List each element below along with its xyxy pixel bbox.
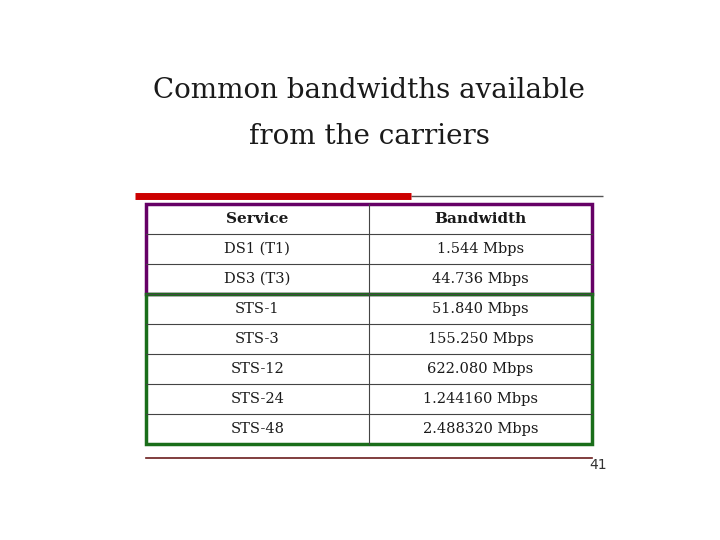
Text: STS-1: STS-1 bbox=[235, 302, 279, 316]
Text: 155.250 Mbps: 155.250 Mbps bbox=[428, 332, 534, 346]
Text: from the carriers: from the carriers bbox=[248, 123, 490, 150]
Text: Bandwidth: Bandwidth bbox=[434, 212, 527, 226]
Text: 41: 41 bbox=[589, 458, 606, 472]
Text: STS-12: STS-12 bbox=[230, 362, 284, 376]
Text: 1.544 Mbps: 1.544 Mbps bbox=[437, 242, 524, 256]
Text: STS-3: STS-3 bbox=[235, 332, 280, 346]
Text: STS-24: STS-24 bbox=[230, 392, 284, 406]
Text: DS3 (T3): DS3 (T3) bbox=[224, 272, 291, 286]
Text: 1.244160 Mbps: 1.244160 Mbps bbox=[423, 392, 538, 406]
Text: DS1 (T1): DS1 (T1) bbox=[225, 242, 290, 256]
Text: 2.488320 Mbps: 2.488320 Mbps bbox=[423, 422, 539, 436]
Text: 622.080 Mbps: 622.080 Mbps bbox=[428, 362, 534, 376]
Text: STS-48: STS-48 bbox=[230, 422, 284, 436]
Text: 44.736 Mbps: 44.736 Mbps bbox=[432, 272, 529, 286]
Text: Service: Service bbox=[226, 212, 289, 226]
Text: 51.840 Mbps: 51.840 Mbps bbox=[432, 302, 529, 316]
Text: Common bandwidths available: Common bandwidths available bbox=[153, 77, 585, 104]
